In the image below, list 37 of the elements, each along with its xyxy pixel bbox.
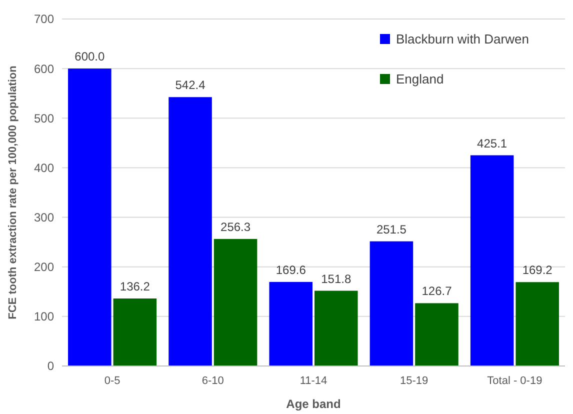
data-label: 542.4 <box>175 78 206 92</box>
data-label: 169.6 <box>276 262 306 277</box>
bar <box>214 238 258 366</box>
x-axis-title: Age band <box>286 397 341 411</box>
y-tick-label: 0 <box>47 359 54 374</box>
data-label: 256.3 <box>220 220 251 234</box>
bar <box>168 97 212 366</box>
legend-label: Blackburn with Darwen <box>396 32 529 47</box>
y-tick-label: 400 <box>34 160 54 175</box>
y-tick-label: 300 <box>34 210 54 224</box>
bar <box>516 282 559 366</box>
y-tick-label: 100 <box>34 310 54 324</box>
x-tick-label: 11-14 <box>300 375 328 387</box>
data-label: 251.5 <box>376 222 407 236</box>
data-label: 600.0 <box>74 50 106 64</box>
x-tick-label: Total - 0-19 <box>487 375 542 387</box>
data-label: 425.1 <box>477 136 508 150</box>
bar <box>269 282 312 366</box>
data-label: 151.8 <box>321 272 352 286</box>
bar <box>113 298 157 366</box>
y-tick-label: 700 <box>34 12 54 26</box>
y-tick-label: 200 <box>34 260 54 274</box>
x-tick-label: 15-19 <box>400 375 428 387</box>
bar <box>314 290 358 366</box>
x-tick-label: 0-5 <box>104 375 120 387</box>
legend-label: England <box>396 72 444 87</box>
y-tick-label: 500 <box>34 111 54 126</box>
y-tick-label: 600 <box>34 62 54 76</box>
data-label: 169.2 <box>522 263 553 278</box>
data-label: 126.7 <box>422 284 452 298</box>
y-axis-title: FCE tooth extraction rate per 100,000 population <box>7 65 19 320</box>
bar <box>370 241 414 366</box>
bar <box>415 303 458 366</box>
x-tick-label: 6-10 <box>202 375 224 387</box>
bar <box>68 68 112 366</box>
bar <box>470 155 514 366</box>
data-label: 136.2 <box>120 279 150 294</box>
